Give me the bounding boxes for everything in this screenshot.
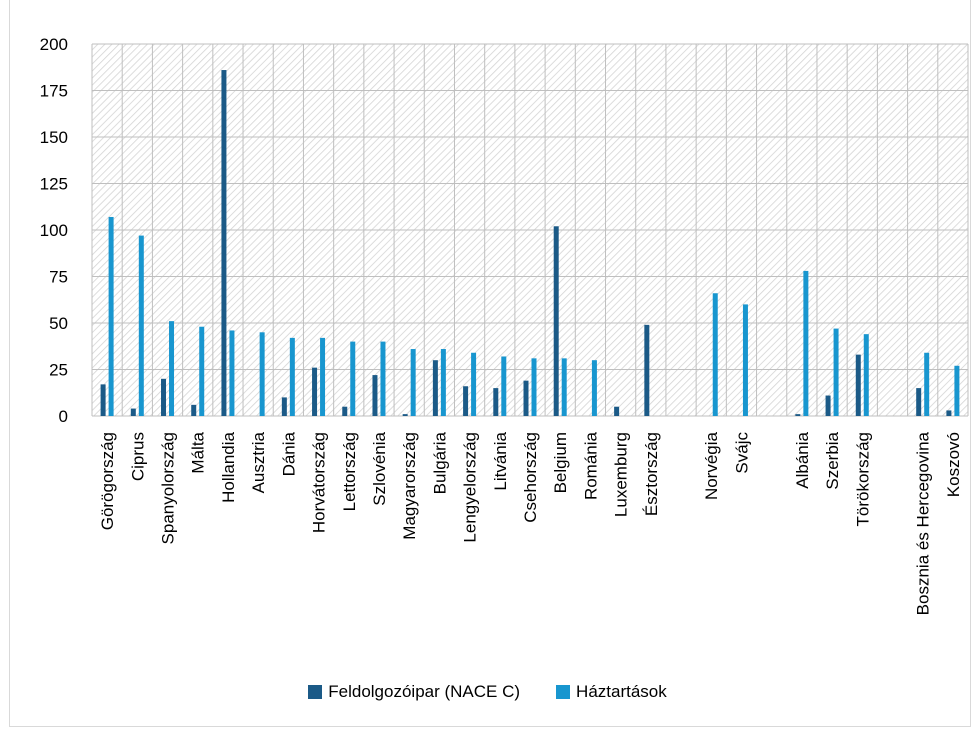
y-tick-label: 75 [49,268,68,287]
bar-manufacturing [795,414,801,416]
bar-manufacturing [342,406,348,416]
x-category-label: Észtország [642,432,661,516]
legend-item-manufacturing: Feldolgozóipar (NACE C) [308,682,520,702]
bar-manufacturing [100,384,106,416]
bar-manufacturing [946,410,952,416]
bar-households [259,332,265,416]
y-tick-label: 150 [40,128,68,147]
bars [100,70,960,416]
bar-manufacturing [553,226,559,416]
bar-households [501,356,507,416]
legend-label-households: Háztartások [576,682,667,701]
bar-households [440,349,446,416]
x-category-label: Magyarország [400,432,419,540]
y-tick-label: 175 [40,82,68,101]
x-category-label: Szlovénia [370,431,389,505]
y-tick-label: 25 [49,361,68,380]
x-category-label: Albánia [793,431,812,488]
x-category-label: Szerbia [823,431,842,489]
bar-manufacturing [130,408,136,416]
bar-households [591,360,597,416]
legend: Feldolgozóipar (NACE C) Háztartások [0,682,975,702]
x-category-label: Ciprus [128,432,147,481]
x-category-label: Luxemburg [612,432,631,517]
x-category-label: Csehország [521,432,540,523]
bar-households [410,349,416,416]
y-tick-label: 50 [49,314,68,333]
x-category-label: Lengyelország [461,432,480,543]
x-category-label: Norvégia [702,431,721,500]
bar-manufacturing [463,386,469,416]
bar-manufacturing [402,414,408,416]
bar-manufacturing [312,367,318,416]
bar-manufacturing [161,378,167,416]
bar-households [289,337,295,416]
bar-households [833,328,839,416]
bar-manufacturing [614,406,620,416]
y-tick-label: 200 [40,35,68,54]
x-category-label: Hollandia [219,431,238,502]
gridlines [91,43,969,417]
bar-households [712,293,718,416]
x-category-label: Románia [581,431,600,500]
bar-households [199,326,205,416]
bar-households [108,216,114,416]
bar-households [924,352,930,416]
x-category-label: Koszovó [944,432,963,497]
x-category-label: Litvánia [491,431,510,490]
legend-swatch-manufacturing [308,685,323,699]
bar-households [803,270,809,416]
x-category-label: Belgium [551,432,570,493]
legend-label-manufacturing: Feldolgozóipar (NACE C) [328,682,521,701]
bar-households [471,352,477,416]
bar-households [863,334,869,416]
bar-manufacturing [221,70,227,416]
bar-manufacturing [372,375,378,416]
x-category-label: Lettország [340,432,359,511]
y-tick-label: 125 [40,175,68,194]
chart-frame [9,0,971,727]
bar-households [561,358,567,416]
x-category-label: Horvátország [310,432,329,533]
bar-manufacturing [523,380,529,416]
bar-manufacturing [432,360,438,416]
x-category-label: Bulgária [430,431,449,494]
bar-households [138,235,144,416]
bar-manufacturing [916,388,922,416]
y-tick-label: 0 [59,407,68,426]
y-tick-label: 100 [40,221,68,240]
bar-manufacturing [281,397,287,416]
bar-manufacturing [855,354,861,416]
legend-swatch-households [556,685,571,699]
bar-households [229,330,235,416]
bar-households [380,341,386,416]
x-category-label: Ausztria [249,431,268,493]
bar-households [954,365,960,416]
bar-households [169,321,175,416]
x-category-label: Svájc [732,432,751,474]
bar-manufacturing [493,388,499,416]
bar-manufacturing [644,324,650,416]
bar-households [350,341,356,416]
bar-households [531,358,537,416]
x-category-label: Dánia [279,431,298,476]
bar-manufacturing [191,404,197,416]
y-axis-ticks: 0 25 50 75 100 125 150 175 200 [40,35,68,426]
bar-manufacturing [825,395,831,416]
x-category-label: Törökország [853,432,872,526]
x-category-label: Málta [189,431,208,473]
bar-households [742,304,748,416]
legend-item-households: Háztartások [556,682,667,702]
x-category-label: Spanyolország [159,432,178,544]
bar-households [320,337,326,416]
x-axis-labels: Görögország Ciprus Spanyolország Málta Holla… [98,431,963,615]
x-category-label: Bosznia és Hercegovina [914,431,933,615]
x-category-label: Görögország [98,432,117,530]
